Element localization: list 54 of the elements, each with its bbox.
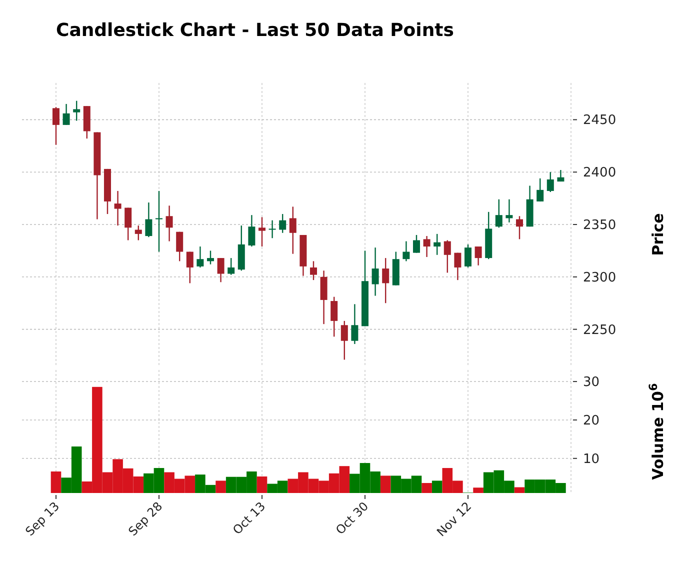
candlestick [506,198,513,224]
y-tick-label: 2300 [583,270,616,286]
candlestick [176,231,184,262]
candlestick [546,171,554,193]
candlestick [340,320,348,360]
candlestick [351,304,358,345]
candlestick [536,178,544,202]
candlestick [423,235,430,258]
candlestick [310,260,317,281]
candlestick [464,244,472,268]
candlestick [434,233,441,256]
y-tick-label: 30 [583,375,600,390]
x-tick-label: Oct 30 [333,499,372,538]
candlestick [206,250,214,265]
x-tick-label: Oct 13 [230,499,268,538]
candlestick [228,257,235,276]
y-tick-label: 20 [583,414,600,429]
candlestick [258,216,266,248]
x-tick-label: Sep 13 [22,499,62,539]
candlestick [444,240,451,274]
candlestick [516,216,523,240]
candlestick [145,202,152,238]
y-tick-label: 2250 [583,322,616,338]
y-axis-title: Price [649,213,667,256]
candlestick [114,190,122,226]
candlestick [186,251,194,284]
candlestick [454,252,462,281]
candlestick [268,220,276,239]
y-tick-label: 2400 [583,166,616,181]
candlestick [372,246,379,296]
candlestick [495,198,502,228]
candlestick [289,206,296,254]
candlestick [248,214,256,248]
candlestick [196,246,204,268]
candlestick [62,103,70,126]
candlestick [382,257,390,304]
y-tick-label: 2350 [583,218,616,234]
candlestick [73,100,80,122]
candlestick [330,296,338,338]
y-tick-label: 10 [583,452,600,467]
candlestick [166,205,173,242]
candlestick [134,224,142,241]
candlestick [412,234,420,254]
candlestick [52,106,60,146]
chart-title: Candlestick Chart - Last 50 Data Points [56,20,454,41]
candlestick [320,270,328,325]
candlestick [474,246,482,266]
y-tick-label: 2450 [583,113,616,128]
candlestick [217,257,224,283]
candlestick [279,213,286,234]
x-tick-label: Sep 28 [126,499,166,539]
candlestick [402,240,410,262]
candlestick [155,190,162,252]
candlestick [124,207,132,241]
